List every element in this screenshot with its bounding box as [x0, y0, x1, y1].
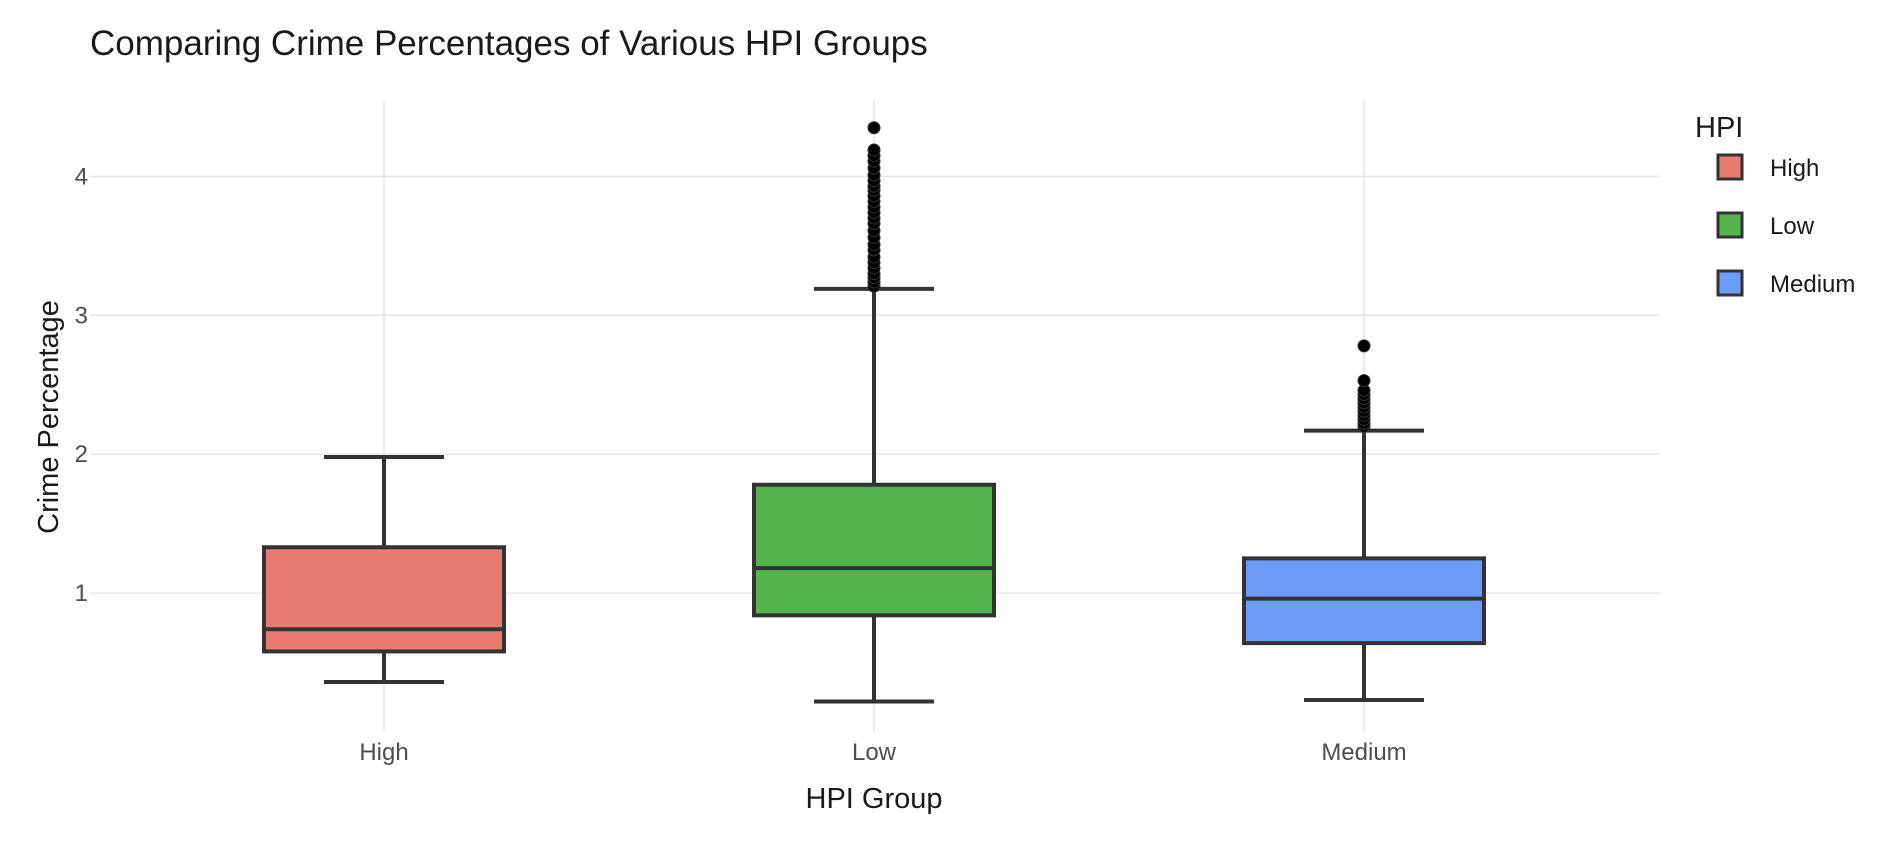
x-tick-label: Medium: [1321, 739, 1406, 766]
x-axis-title: HPI Group: [806, 783, 943, 815]
outlier-point: [867, 121, 881, 135]
y-tick-label: 2: [75, 441, 88, 468]
y-tick-label: 1: [75, 580, 88, 607]
y-tick-label: 3: [75, 302, 88, 329]
legend-title: HPI: [1695, 112, 1743, 144]
legend-item-high: High: [1716, 153, 1819, 182]
legend-label: Medium: [1770, 271, 1855, 298]
box-group-low: [752, 121, 996, 704]
outlier-point: [867, 143, 881, 157]
outlier-point: [1357, 374, 1371, 388]
legend-item-medium: Medium: [1716, 269, 1855, 298]
legend-item-low: Low: [1716, 211, 1815, 240]
legend: HPI High Low Medium: [1695, 112, 1855, 298]
box-group-high: [262, 454, 506, 684]
chart-title: Comparing Crime Percentages of Various H…: [90, 24, 928, 63]
box-iqr: [262, 545, 506, 654]
legend-swatch: [1716, 153, 1744, 181]
legend-swatch: [1716, 211, 1744, 239]
box-iqr: [1242, 556, 1486, 646]
box-iqr: [752, 482, 996, 618]
box-group-medium: [1242, 339, 1486, 703]
y-axis-title: Crime Percentage: [33, 300, 65, 534]
legend-swatch: [1716, 269, 1744, 297]
outlier-point: [1357, 339, 1371, 353]
legend-label: High: [1770, 155, 1819, 182]
x-tick-label: Low: [852, 739, 897, 766]
y-tick-label: 4: [75, 163, 88, 190]
legend-label: Low: [1770, 213, 1815, 240]
axis-layer: 1 2 3 4 High Low Medium: [75, 163, 1407, 766]
box-layer: [262, 121, 1486, 704]
legend-items: High Low Medium: [1716, 153, 1855, 298]
x-tick-label: High: [359, 739, 408, 766]
